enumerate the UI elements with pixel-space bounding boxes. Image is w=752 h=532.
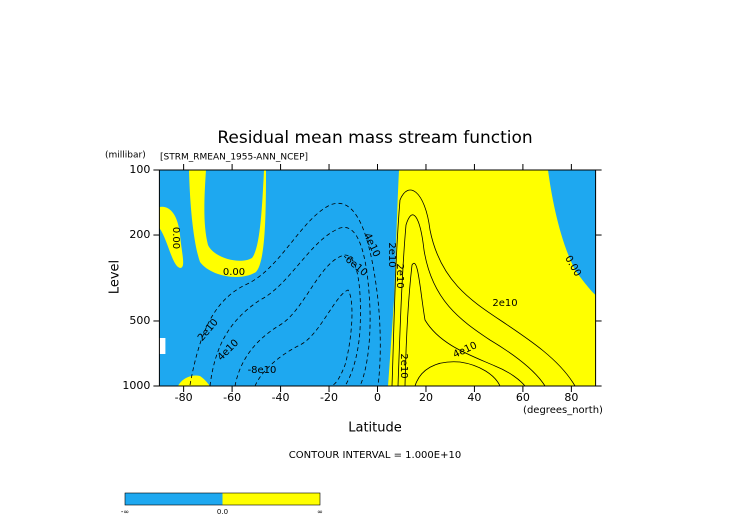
- missing-region: [159, 338, 166, 354]
- contour-label: 2e10: [386, 242, 397, 267]
- colorbar-swatch: [125, 493, 223, 505]
- contour-line: [414, 361, 501, 387]
- contour-line: [209, 227, 371, 387]
- contour-label: -8e10: [248, 365, 277, 376]
- contour-line: [234, 254, 361, 387]
- chart-title: Residual mean mass stream function: [217, 128, 532, 148]
- contour-lines: [189, 189, 576, 387]
- contour-fills: [159, 170, 596, 386]
- positive-region: [178, 375, 210, 386]
- x-tick-label: -40: [272, 391, 290, 404]
- x-tick-label: 60: [516, 391, 530, 404]
- colorbar: -∞ 0.0 ∞: [121, 492, 323, 516]
- y-tick-label: 100: [129, 163, 150, 176]
- contour-label: 0.00: [223, 267, 245, 278]
- colorbar-swatch: [222, 493, 320, 505]
- x-tick-label: 40: [467, 391, 481, 404]
- x-tick-label: -20: [320, 391, 338, 404]
- x-tick-label: 20: [419, 391, 433, 404]
- colorbar-frame: [124, 492, 321, 506]
- contour-label: 2e10: [492, 298, 517, 309]
- contour-label: 2e10: [394, 263, 405, 288]
- contour-line: [404, 262, 526, 387]
- colorbar-label: -∞: [121, 508, 129, 516]
- contour-interval: CONTOUR INTERVAL = 1.000E+10: [289, 450, 461, 461]
- subtitle: [STRM_RMEAN_1955-ANN_NCEP]: [160, 153, 308, 163]
- y-axis-label: Level: [108, 260, 123, 294]
- x-tick-label: -60: [223, 391, 241, 404]
- contour-label: 2e10: [398, 353, 409, 378]
- contour-line: [397, 214, 546, 387]
- colorbar-label: ∞: [317, 508, 323, 516]
- positive-region: [388, 170, 596, 386]
- y-tick-label: 200: [129, 228, 150, 241]
- y-tick-label: 1000: [122, 379, 150, 392]
- contour-label: 0.00: [170, 227, 181, 249]
- x-axis-label: Latitude: [348, 421, 402, 436]
- positive-region: [159, 206, 184, 268]
- x-tick-label: 0: [374, 391, 381, 404]
- x-tick-label: -80: [175, 391, 193, 404]
- x-units: (degrees_north): [523, 405, 603, 416]
- contour-line: [254, 289, 353, 387]
- colorbar-label: 0.0: [217, 508, 228, 516]
- contour-line: [189, 203, 381, 387]
- y-units: (millibar): [105, 151, 146, 161]
- positive-region: [189, 170, 266, 277]
- contour-line: [391, 189, 576, 387]
- x-tick-label: 80: [564, 391, 578, 404]
- y-tick-label: 500: [129, 314, 150, 327]
